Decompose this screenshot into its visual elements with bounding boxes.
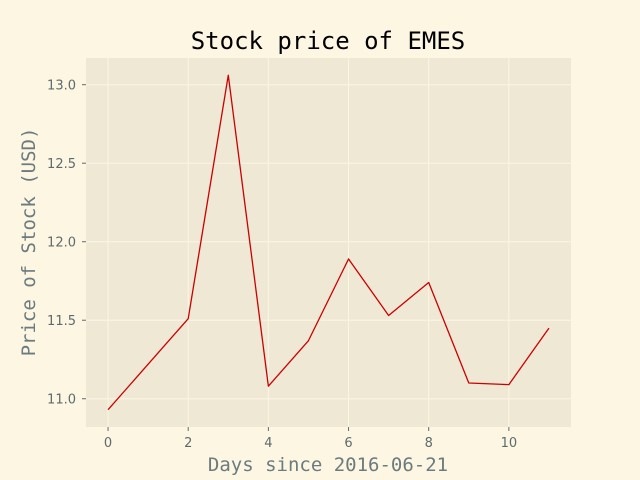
x-tick-label: 10 — [501, 436, 518, 451]
plot-area — [86, 58, 571, 427]
y-tick-label: 12.0 — [47, 236, 76, 251]
y-axis-label: Price of Stock (USD) — [18, 128, 40, 357]
x-tick-label: 8 — [425, 436, 433, 451]
x-tick-label: 6 — [344, 436, 352, 451]
x-tick-label: 0 — [104, 436, 112, 451]
y-axis-ticks: 11.0 11.5 12.0 12.5 13.0 — [47, 79, 86, 408]
y-tick-label: 12.5 — [47, 157, 76, 172]
series-line — [107, 74, 550, 411]
chart-title: Stock price of EMES — [191, 27, 466, 55]
x-tick-label: 4 — [264, 436, 272, 451]
grid-lines — [86, 58, 571, 427]
x-tick-label: 2 — [184, 436, 192, 451]
y-tick-label: 11.0 — [47, 393, 76, 408]
x-axis-label: Days since 2016-06-21 — [208, 454, 448, 476]
y-tick-label: 13.0 — [47, 79, 76, 94]
x-axis-ticks: 0 2 4 6 8 10 — [104, 427, 517, 451]
y-tick-label: 11.5 — [47, 314, 76, 329]
series-layer — [107, 74, 550, 411]
